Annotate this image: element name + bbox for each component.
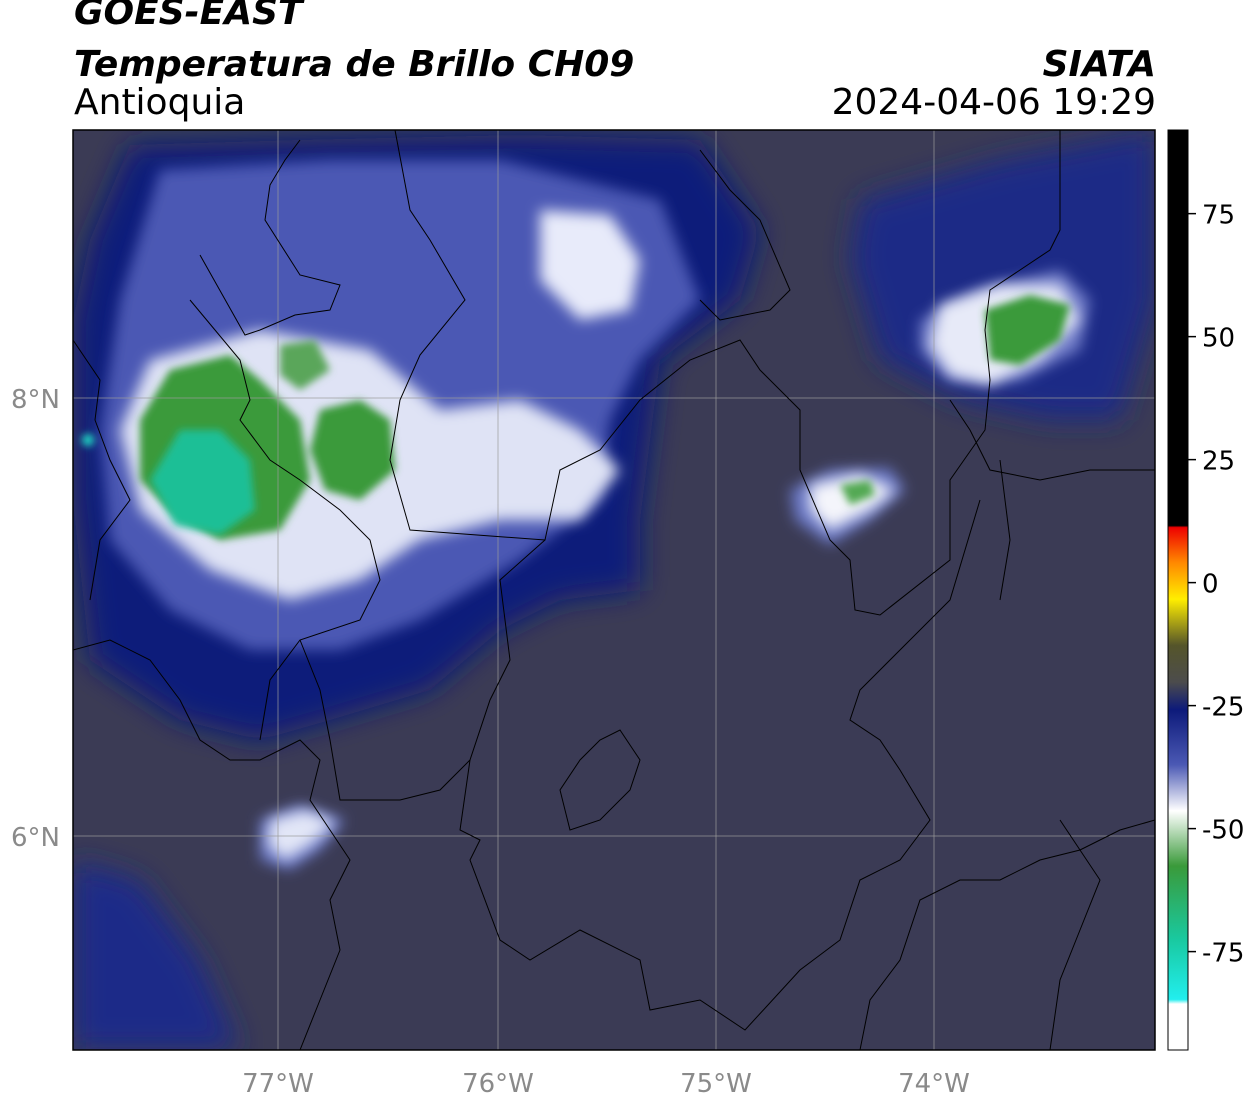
lat-tick-6n: 6°N xyxy=(11,823,60,853)
lon-tick-74w: 74°W xyxy=(898,1069,970,1099)
colorbar: 75 50 25 0 -25 -50 -75 xyxy=(1167,129,1244,1051)
product-title: Temperatura de Brillo CH09 xyxy=(74,44,635,85)
map-frame xyxy=(72,129,1156,1051)
brightness-temperature-field xyxy=(73,130,1155,1050)
lon-tick-75w: 75°W xyxy=(680,1069,752,1099)
gridlines xyxy=(73,130,1155,1050)
colorbar-tick-label: 75 xyxy=(1202,201,1235,231)
colorbar-tick-label: -50 xyxy=(1202,816,1244,846)
colorbar-gradient xyxy=(1167,129,1189,1051)
organization-label: SIATA xyxy=(1042,44,1156,85)
lat-tick-8n: 8°N xyxy=(11,385,60,415)
colorbar-tick-label: -25 xyxy=(1202,693,1244,723)
lon-tick-76w: 76°W xyxy=(462,1069,534,1099)
colorbar-tick-label: 0 xyxy=(1202,570,1219,600)
timestamp-label: 2024-04-06 19:29 xyxy=(831,82,1156,123)
colorbar-tick-label: -75 xyxy=(1202,939,1244,969)
department-boundaries xyxy=(73,130,1155,1050)
colorbar-tick-label: 25 xyxy=(1202,447,1235,477)
region-label: Antioquia xyxy=(74,82,246,123)
colorbar-tick-label: 50 xyxy=(1202,324,1235,354)
satellite-title: GOES-EAST xyxy=(74,0,303,33)
lon-tick-77w: 77°W xyxy=(242,1069,314,1099)
